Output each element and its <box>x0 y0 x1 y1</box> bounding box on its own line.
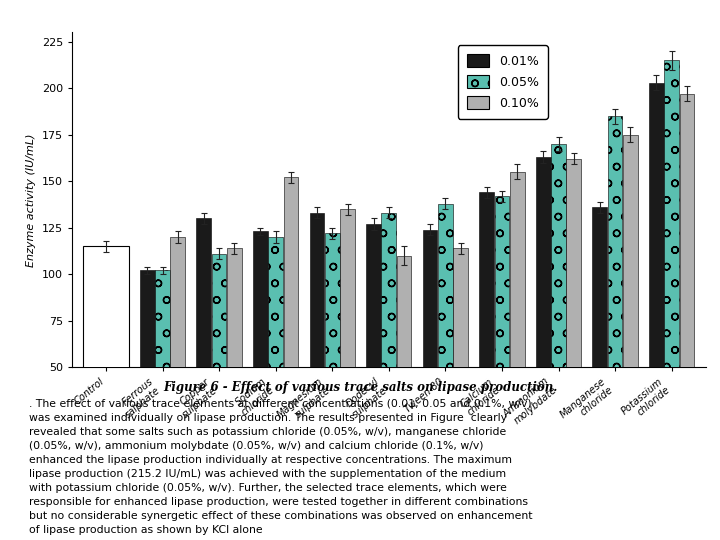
Text: . The effect of various trace elements at different concentrations (0.01, 0.05 a: . The effect of various trace elements a… <box>29 399 531 409</box>
Text: (0.05%, w/v), ammonium molybdate (0.05%, w/v) and calcium chloride (0.1%, w/v): (0.05%, w/v), ammonium molybdate (0.05%,… <box>29 441 483 451</box>
Bar <box>310 213 324 460</box>
Bar <box>325 233 340 460</box>
Text: Figure 6 - Effect of various trace salts on lipase production.: Figure 6 - Effect of various trace salts… <box>163 381 557 394</box>
Text: revealed that some salts such as potassium chloride (0.05%, w/v), manganese chlo: revealed that some salts such as potassi… <box>29 427 506 437</box>
Bar <box>140 271 155 460</box>
Bar <box>536 157 551 460</box>
Bar <box>156 271 170 460</box>
Bar <box>397 255 411 460</box>
Bar <box>382 213 396 460</box>
Text: responsible for enhanced lipase production, were tested together in different co: responsible for enhanced lipase producti… <box>29 497 528 507</box>
Bar <box>227 248 242 460</box>
Bar <box>454 248 468 460</box>
Bar <box>284 178 298 460</box>
Text: lipase production (215.2 IU/mL) was achieved with the supplementation of the med: lipase production (215.2 IU/mL) was achi… <box>29 469 506 479</box>
Text: of lipase production as shown by KCl alone: of lipase production as shown by KCl alo… <box>29 525 262 535</box>
Bar <box>593 207 607 460</box>
Legend: 0.01%, 0.05%, 0.10%: 0.01%, 0.05%, 0.10% <box>458 45 548 119</box>
Bar <box>171 237 185 460</box>
Bar <box>212 254 226 460</box>
Text: with potassium chloride (0.05%, w/v). Further, the selected trace elements, whic: with potassium chloride (0.05%, w/v). Fu… <box>29 483 507 493</box>
Bar <box>665 60 679 460</box>
Bar <box>623 134 638 460</box>
Bar <box>567 159 581 460</box>
Bar <box>480 192 494 460</box>
Bar <box>680 94 694 460</box>
Bar <box>552 144 566 460</box>
Bar <box>608 116 623 460</box>
Bar <box>510 172 525 460</box>
Bar <box>253 232 268 460</box>
Y-axis label: Enzyme activity (IU/mL): Enzyme activity (IU/mL) <box>26 133 36 267</box>
Bar <box>438 204 453 460</box>
Bar <box>495 196 509 460</box>
Bar <box>269 237 283 460</box>
Text: was examined individually on lipase production. The results presented in Figure : was examined individually on lipase prod… <box>29 413 507 423</box>
Bar <box>197 218 211 460</box>
Bar <box>340 209 355 460</box>
Bar <box>366 224 381 460</box>
Bar <box>649 83 664 460</box>
Text: but no considerable synergetic effect of these combinations was observed on enha: but no considerable synergetic effect of… <box>29 511 532 521</box>
Bar <box>84 246 129 460</box>
Text: enhanced the lipase production individually at respective concentrations. The ma: enhanced the lipase production individua… <box>29 455 512 465</box>
Bar <box>423 230 438 460</box>
